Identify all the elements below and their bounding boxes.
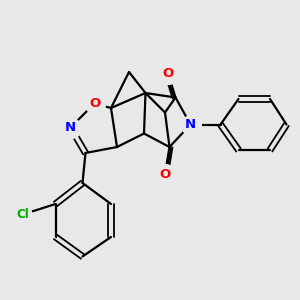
Text: N: N	[65, 121, 76, 134]
Text: N: N	[185, 118, 196, 131]
Text: O: O	[89, 97, 100, 110]
Text: O: O	[159, 167, 171, 181]
Text: O: O	[162, 67, 174, 80]
Text: Cl: Cl	[16, 208, 29, 221]
